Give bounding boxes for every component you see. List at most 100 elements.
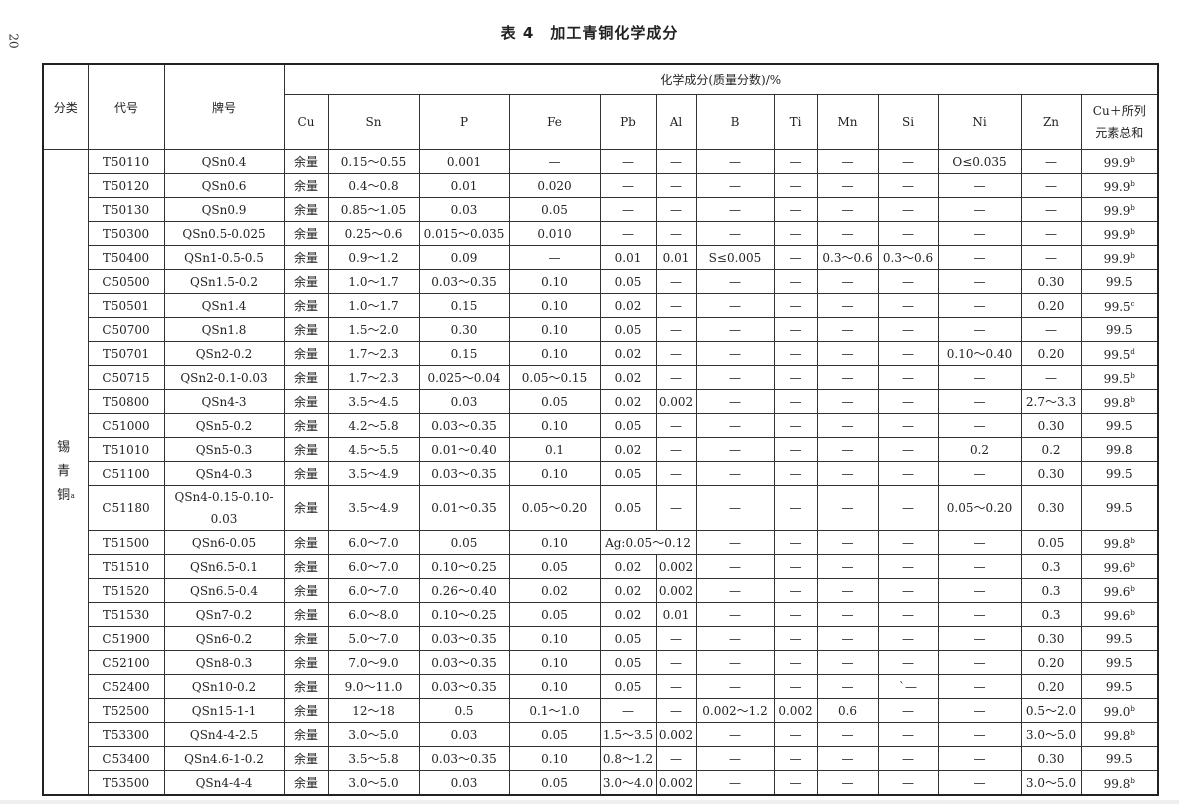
sum-value: 99.8 — [1103, 777, 1131, 791]
grade-cell: QSn8-0.3 — [163, 650, 285, 675]
code-cell: T50701 — [87, 341, 165, 366]
grade-cell: QSn7-0.2 — [163, 602, 285, 627]
element-cell-al: 0.002 — [655, 722, 697, 747]
element-cell-b: — — [695, 365, 775, 390]
element-cell-ti: — — [773, 269, 818, 294]
element-cell-cu: 余量 — [283, 554, 329, 579]
element-cell-si: — — [877, 650, 939, 675]
category-label: 锡青铜 — [57, 440, 71, 503]
footnote-marker: b — [1130, 396, 1135, 404]
element-cell-p: 0.30 — [418, 317, 510, 342]
element-cell-si: — — [877, 389, 939, 414]
element-cell-ti: — — [773, 365, 818, 390]
element-cell-al: 0.01 — [655, 602, 697, 627]
element-cell-sn: 6.0～7.0 — [327, 530, 420, 555]
element-cell-mn: — — [816, 770, 879, 796]
footnote-marker: b — [1130, 705, 1135, 713]
element-cell-ti: — — [773, 173, 818, 198]
element-cell-cu: 余量 — [283, 722, 329, 747]
table-row: C52400 QSn10-0.2 余量 9.0～11.0 0.03～0.35 0.10 0.… — [43, 674, 1159, 699]
element-cell-p: 0.03 — [418, 770, 510, 796]
element-cell-ti: — — [773, 341, 818, 366]
element-cell-b: 0.002～1.2 — [695, 698, 775, 723]
code-cell: T51520 — [87, 578, 165, 603]
sum-cell: 99.5 — [1080, 626, 1159, 651]
code-cell: T53300 — [87, 722, 165, 747]
element-cell-si: — — [877, 173, 939, 198]
element-cell-ti: — — [773, 245, 818, 270]
sum-cell: 99.6b — [1080, 602, 1159, 627]
element-cell-ti: 0.002 — [773, 698, 818, 723]
element-cell-b: — — [695, 746, 775, 771]
element-cell-mn: — — [816, 602, 879, 627]
sum-value: 99.0 — [1103, 705, 1131, 719]
element-cell-al: — — [655, 746, 697, 771]
element-cell-zn: 0.30 — [1020, 626, 1082, 651]
element-cell-sn: 0.85～1.05 — [327, 197, 420, 222]
element-cell-cu: 余量 — [283, 173, 329, 198]
element-cell-ti: — — [773, 461, 818, 486]
element-cell-zn: — — [1020, 197, 1082, 222]
sum-value: 99.5 — [1103, 300, 1131, 314]
sum-value: 99.9 — [1103, 228, 1131, 242]
element-cell-p: 0.03～0.35 — [418, 626, 510, 651]
element-cell-cu: 余量 — [283, 197, 329, 222]
element-cell-si: — — [877, 554, 939, 579]
element-cell-cu: 余量 — [283, 578, 329, 603]
element-cell-pb: 0.01 — [599, 245, 657, 270]
element-cell-b: — — [695, 317, 775, 342]
grade-cell: QSn2-0.2 — [163, 341, 285, 366]
element-cell-ni: — — [937, 554, 1022, 579]
element-cell-zn: — — [1020, 365, 1082, 390]
footnote-marker: b — [1130, 156, 1135, 164]
sum-cell: 99.8b — [1080, 530, 1159, 555]
element-cell-al: — — [655, 269, 697, 294]
element-cell-cu: 余量 — [283, 389, 329, 414]
element-cell-cu: 余量 — [283, 674, 329, 699]
element-cell-mn: — — [816, 197, 879, 222]
sum-cell: 99.5 — [1080, 317, 1159, 342]
element-cell-mn: — — [816, 413, 879, 438]
table-row: T50701 QSn2-0.2 余量 1.7～2.3 0.15 0.10 0.02— — — — —… — [43, 341, 1159, 366]
element-cell-ti: — — [773, 626, 818, 651]
element-cell-zn: 0.30 — [1020, 461, 1082, 486]
element-cell-ni: — — [937, 770, 1022, 796]
element-cell-ni: 0.2 — [937, 437, 1022, 462]
element-cell-ti: — — [773, 437, 818, 462]
table-row: T50120 QSn0.6 余量 0.4～0.8 0.01 0.020— — — — — — — —99… — [43, 173, 1159, 198]
element-cell-mn: — — [816, 578, 879, 603]
header-element-zn: Zn — [1020, 94, 1082, 150]
category-label-wrap: 锡青铜 a — [57, 436, 75, 508]
sum-cell: 99.5 — [1080, 674, 1159, 699]
element-cell-mn: — — [816, 365, 879, 390]
element-cell-cu: 余量 — [283, 485, 329, 531]
element-cell-pb: 0.05 — [599, 317, 657, 342]
element-cell-sn: 0.25～0.6 — [327, 221, 420, 246]
footnote-marker: b — [1130, 204, 1135, 212]
element-cell-p: 0.03 — [418, 722, 510, 747]
element-cell-zn: 0.30 — [1020, 485, 1082, 531]
footnote-marker: b — [1130, 252, 1135, 260]
element-cell-p: 0.025～0.04 — [418, 365, 510, 390]
header-element-mn: Mn — [816, 94, 879, 150]
element-cell-fe: 0.10 — [508, 413, 601, 438]
element-cell-si: — — [877, 602, 939, 627]
element-cell-si: — — [877, 413, 939, 438]
grade-cell: QSn5-0.2 — [163, 413, 285, 438]
element-cell-cu: 余量 — [283, 461, 329, 486]
table-row: T50800 QSn4-3 余量 3.5～4.5 0.03 0.05 0.02 0.002— —… — [43, 389, 1159, 414]
element-cell-pb: 3.0～4.0 — [599, 770, 657, 796]
grade-cell: QSn0.5-0.025 — [163, 221, 285, 246]
sum-value: 99.5 — [1105, 274, 1133, 289]
element-cell-b: — — [695, 269, 775, 294]
element-cell-al: 0.002 — [655, 578, 697, 603]
element-cell-fe: 0.05 — [508, 770, 601, 796]
element-cell-ni: 0.10～0.40 — [937, 341, 1022, 366]
header-element-ni: Ni — [937, 94, 1022, 150]
grade-cell: QSn0.4 — [163, 149, 285, 174]
header-element-fe: Fe — [508, 94, 601, 150]
grade-cell: QSn4-0.3 — [163, 461, 285, 486]
element-cell-cu: 余量 — [283, 269, 329, 294]
element-cell-pb: — — [599, 221, 657, 246]
sum-value: 99.5 — [1105, 655, 1133, 670]
